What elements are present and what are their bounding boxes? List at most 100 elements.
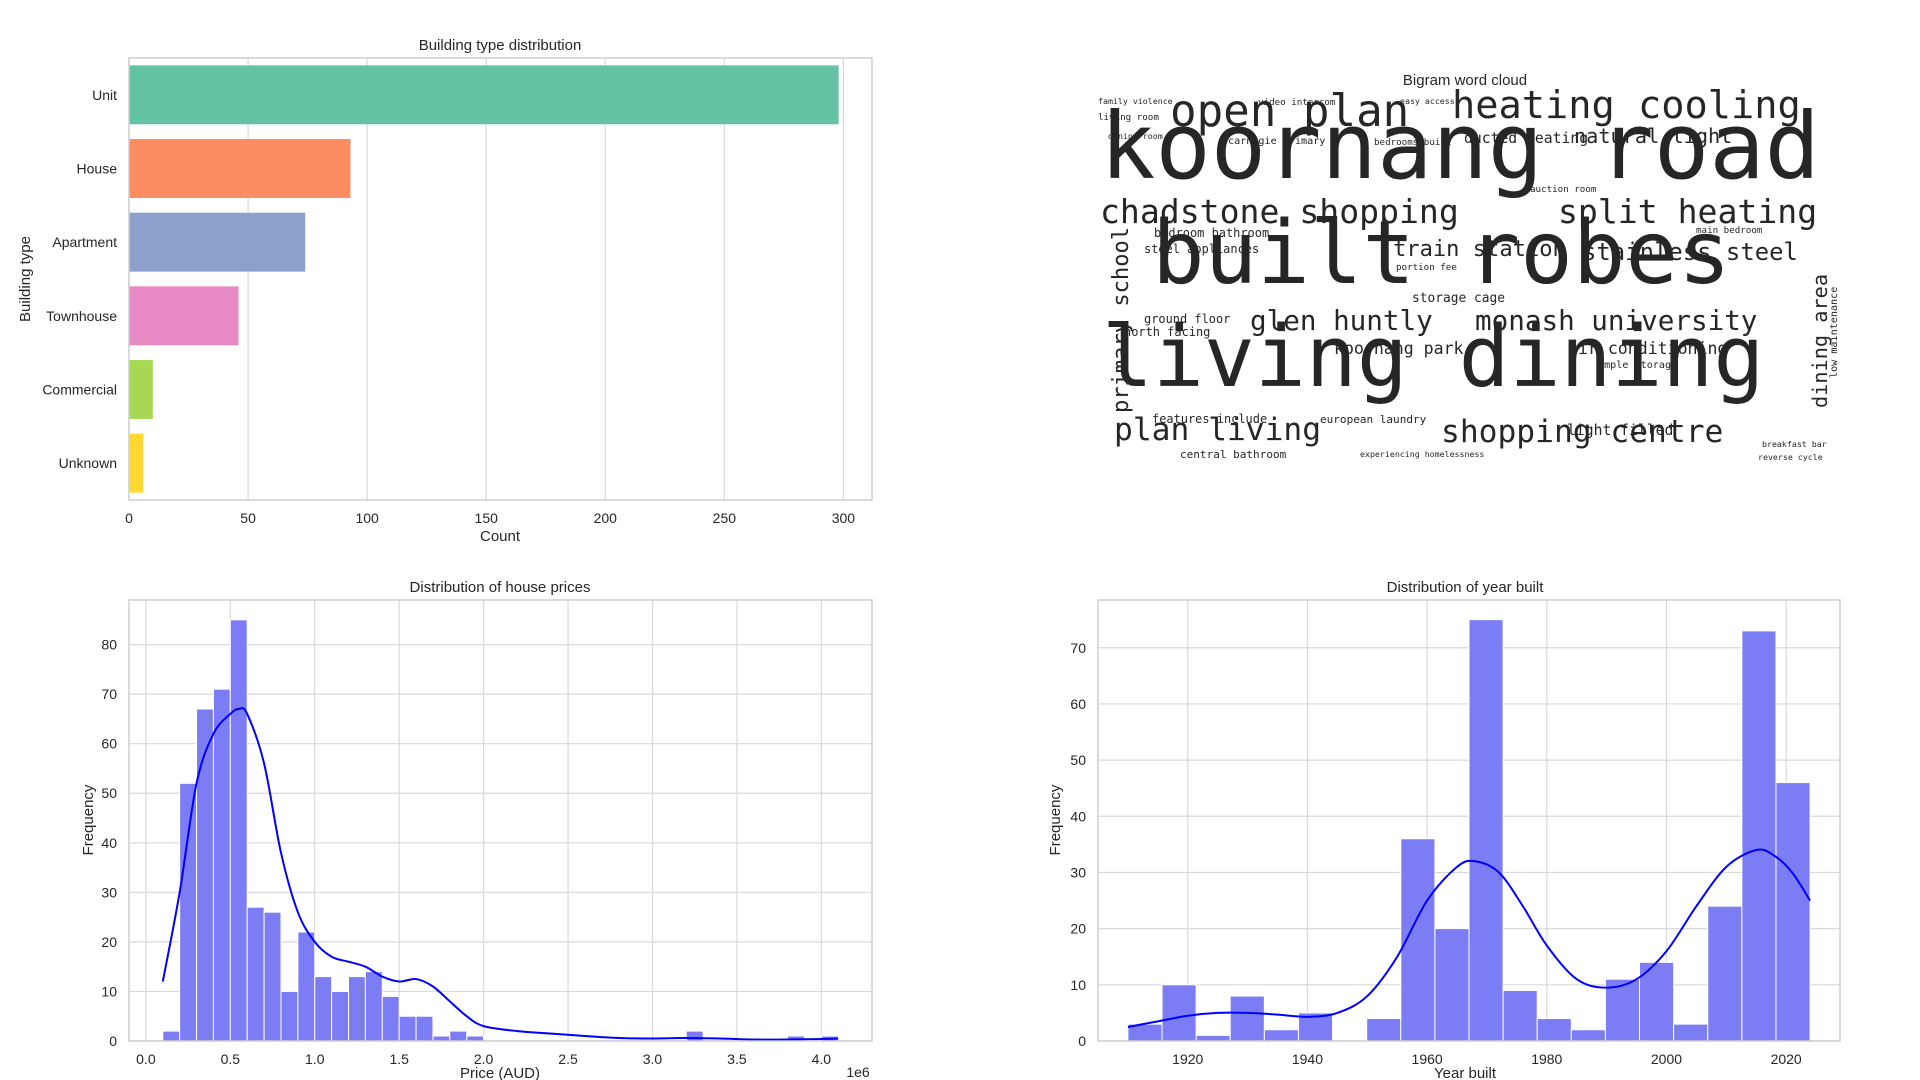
word-cloud-term: auction room bbox=[1530, 184, 1597, 195]
y-tick-label: 20 bbox=[101, 934, 117, 950]
word-cloud-term: chadstone shopping bbox=[1100, 192, 1459, 231]
x-tick-label: 2020 bbox=[1771, 1051, 1802, 1067]
histogram-bar bbox=[398, 1015, 417, 1042]
histogram-bar bbox=[1161, 984, 1197, 1042]
chart-title: Bigram word cloud bbox=[1403, 72, 1527, 89]
chart-title: Distribution of year built bbox=[1387, 579, 1545, 596]
y-tick-label: Townhouse bbox=[46, 308, 117, 324]
y-tick-label: Apartment bbox=[52, 234, 117, 250]
y-tick-label: 60 bbox=[1070, 696, 1086, 712]
histogram-bar bbox=[1229, 995, 1265, 1042]
x-tick-label: 4.0 bbox=[812, 1051, 832, 1067]
y-axis-label: Frequency bbox=[80, 784, 97, 855]
word-cloud-term: north facing bbox=[1124, 325, 1210, 339]
x-tick-label: 1960 bbox=[1412, 1051, 1443, 1067]
histogram-bar bbox=[280, 990, 299, 1042]
histogram-bar bbox=[415, 1015, 434, 1042]
year-built-histogram: Distribution of year built 0 10 20 30 40 50 60… bbox=[1047, 579, 1841, 1080]
histogram-bar bbox=[263, 911, 282, 1042]
bar bbox=[129, 360, 153, 419]
histogram-bar bbox=[1263, 1029, 1299, 1042]
x-axis-label: Count bbox=[480, 528, 521, 545]
y-tick-label: 50 bbox=[1070, 752, 1086, 768]
word-cloud-term: easy access bbox=[1400, 96, 1455, 106]
word-cloud-term: dining room bbox=[1108, 131, 1163, 141]
histogram-bar bbox=[381, 995, 400, 1042]
x-tick-label: 3.5 bbox=[727, 1051, 747, 1067]
histogram-bar bbox=[1434, 928, 1470, 1042]
x-tick-label: 200 bbox=[594, 510, 618, 526]
y-tick-label: 50 bbox=[101, 785, 117, 801]
word-cloud-term: bedroom bathroom bbox=[1154, 226, 1269, 240]
x-tick-label: 100 bbox=[355, 510, 379, 526]
x-tick-label: 150 bbox=[475, 510, 499, 526]
x-tick-label: 1.5 bbox=[389, 1051, 409, 1067]
word-cloud-term: ample storage bbox=[1598, 360, 1677, 371]
y-tick-label: 80 bbox=[101, 637, 117, 653]
word-cloud-term: heating cooling bbox=[1452, 83, 1801, 128]
word-cloud-term: reverse cycle bbox=[1758, 452, 1823, 462]
word-cloud-term: shopping centre bbox=[1441, 414, 1723, 450]
y-tick-label: 10 bbox=[101, 983, 117, 999]
x-tick-label: 0 bbox=[125, 510, 133, 526]
x-tick-label: 3.0 bbox=[643, 1051, 663, 1067]
word-cloud-term: light filled bbox=[1567, 422, 1673, 439]
x-tick-label: 2000 bbox=[1651, 1051, 1682, 1067]
x-tick-label: 0.0 bbox=[136, 1051, 156, 1067]
bar bbox=[129, 65, 839, 125]
histogram-bar bbox=[1502, 989, 1538, 1042]
y-tick-label: 70 bbox=[1070, 640, 1086, 656]
x-tick-label: 1.0 bbox=[305, 1051, 325, 1067]
word-cloud-term: glen huntly bbox=[1250, 304, 1433, 337]
y-tick-label: Unknown bbox=[59, 455, 117, 471]
y-axis-label: Building type bbox=[17, 236, 34, 322]
y-tick-label: 40 bbox=[101, 835, 117, 851]
bar bbox=[129, 286, 239, 346]
building-type-chart: Building type distribution 0 50 100 150 200 2… bbox=[17, 37, 873, 545]
bar bbox=[129, 212, 306, 272]
word-cloud-term: living dining bbox=[1102, 307, 1764, 406]
word-cloud-term: air conditioning bbox=[1568, 339, 1727, 358]
histogram-bar bbox=[162, 1030, 181, 1042]
histogram-bar bbox=[212, 688, 231, 1042]
x-tick-label: 250 bbox=[713, 510, 737, 526]
word-cloud-term: living room bbox=[1098, 112, 1159, 123]
word-cloud-term: koornang park bbox=[1334, 339, 1464, 358]
word-cloud-term: built robes bbox=[1152, 202, 1731, 304]
histogram-bar bbox=[246, 906, 265, 1042]
chart-title: Distribution of house prices bbox=[410, 579, 591, 596]
x-axis-offset-label: 1e6 bbox=[846, 1064, 870, 1080]
histogram-bar bbox=[1536, 1018, 1572, 1042]
histogram-bar bbox=[1775, 782, 1811, 1042]
x-tick-label: 50 bbox=[240, 510, 256, 526]
bar bbox=[129, 139, 351, 198]
word-cloud-term: features include bbox=[1152, 412, 1267, 426]
y-axis-label: Frequency bbox=[1047, 784, 1064, 855]
word-cloud-term: plan living bbox=[1114, 412, 1321, 448]
y-tick-label: Unit bbox=[92, 87, 117, 103]
y-tick-label: 10 bbox=[1070, 977, 1086, 993]
histogram-bar bbox=[179, 782, 198, 1042]
y-tick-label: 30 bbox=[1070, 864, 1086, 880]
x-tick-label: 1920 bbox=[1172, 1051, 1203, 1067]
word-cloud-term: central bathroom bbox=[1180, 448, 1287, 461]
word-cloud-term: carnegie primary bbox=[1228, 136, 1325, 147]
word-cloud-term: family violence bbox=[1098, 96, 1173, 106]
histogram-bar bbox=[449, 1030, 468, 1042]
y-tick-label: 30 bbox=[101, 884, 117, 900]
histogram-bar bbox=[1400, 838, 1436, 1042]
word-cloud-term: ground floor bbox=[1144, 312, 1230, 326]
word-cloud-term: european laundry bbox=[1320, 413, 1427, 426]
histogram-bar bbox=[196, 708, 214, 1042]
y-tick-label: 0 bbox=[1078, 1033, 1086, 1049]
histogram-bar bbox=[1195, 1034, 1231, 1042]
y-tick-label: Commercial bbox=[42, 382, 117, 398]
histogram-bar bbox=[1570, 1029, 1606, 1042]
histogram-bar bbox=[364, 971, 383, 1042]
histogram-bar bbox=[685, 1030, 704, 1042]
x-tick-label: 0.5 bbox=[221, 1051, 241, 1067]
word-cloud-term: bedrooms built bbox=[1374, 137, 1451, 148]
x-tick-label: 2.0 bbox=[474, 1051, 494, 1067]
word-cloud-term: video intercom bbox=[1258, 97, 1336, 108]
